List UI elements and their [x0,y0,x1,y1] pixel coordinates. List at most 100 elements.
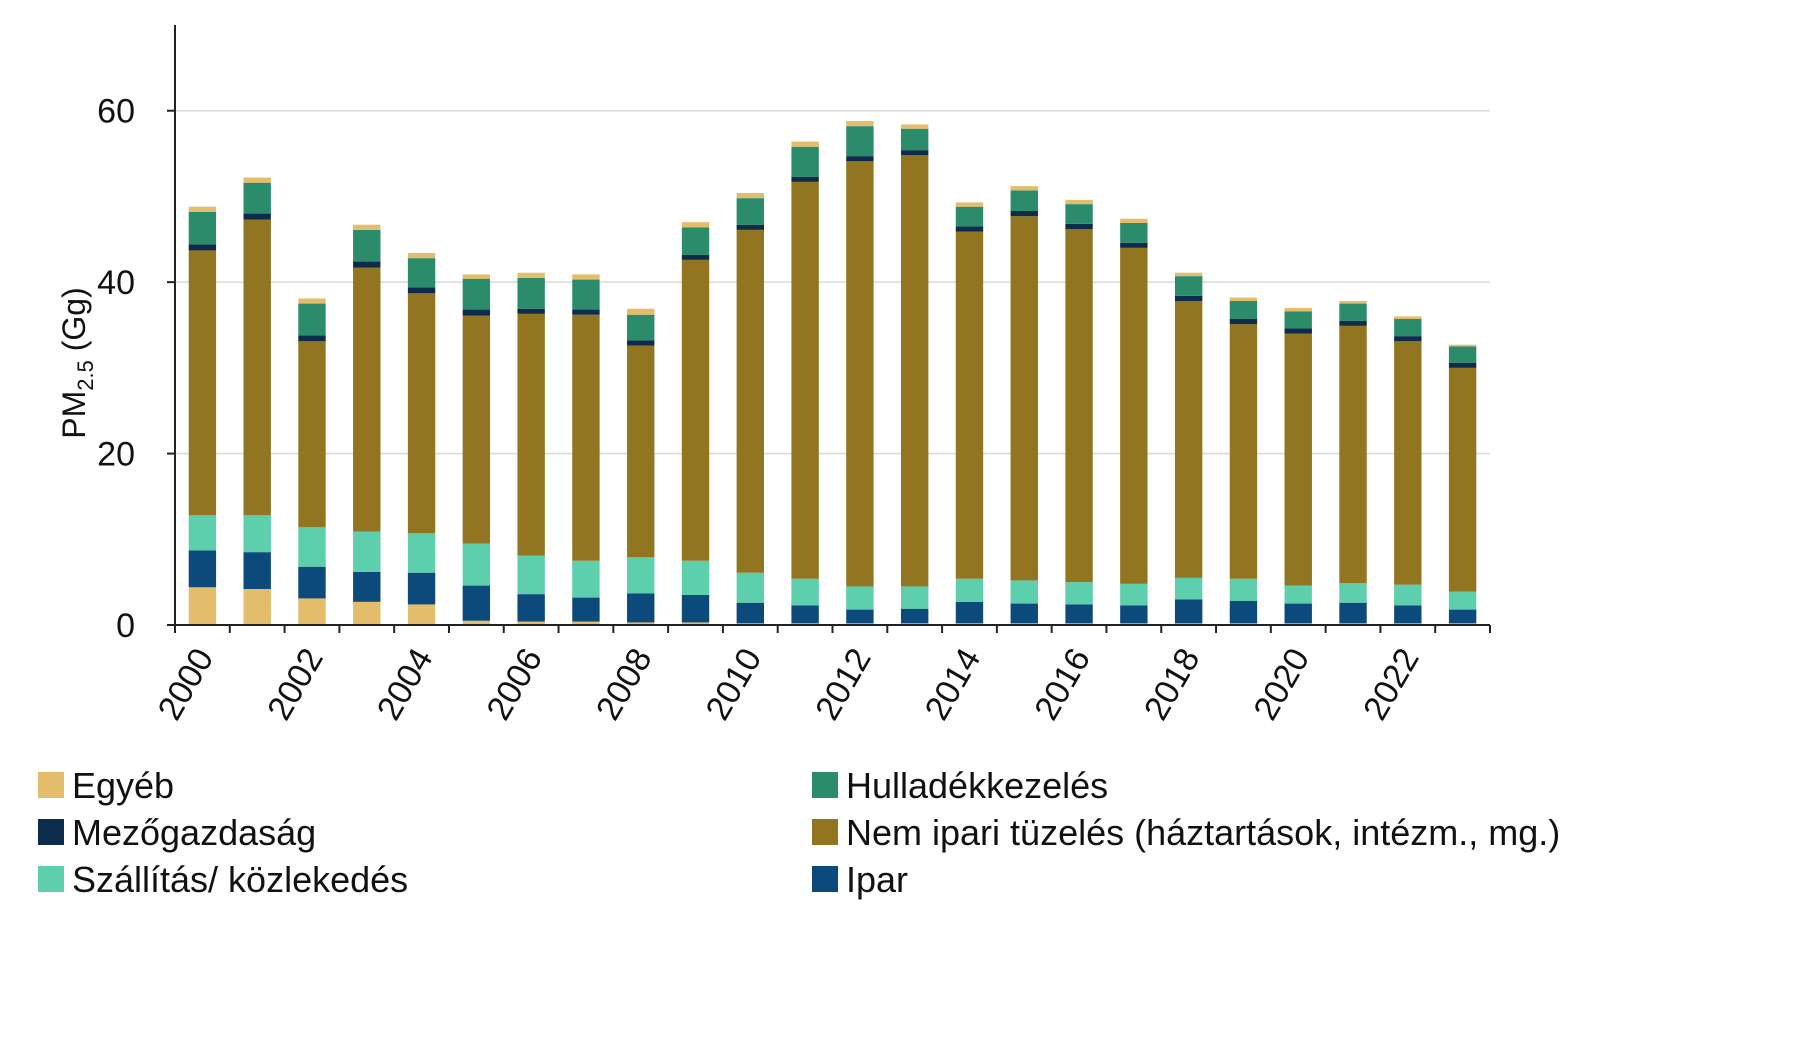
y-axis-title-base: PM [56,391,92,439]
bar-segment-mezogazdasag-2014 [955,226,984,232]
y-tick-label-0: 0 [116,607,135,645]
bar-stack-2004 [407,253,436,625]
bar-segment-szallitas-2007 [572,560,600,598]
bar-segment-nem_ipari-2003 [353,267,381,532]
legend-item: Nem ipari tüzelés (háztartások, intézm.,… [812,812,1560,853]
bar-segment-egyeb_top-2020 [1284,307,1312,312]
bar-segment-egyeb_top-2007 [572,274,600,280]
bar-segment-egyeb_bottom-2003 [353,601,381,625]
bar-stack-2007 [572,274,600,625]
bar-segment-egyeb_top-2006 [517,272,545,278]
bar-segment-egyeb_top-2018 [1174,272,1203,277]
bar-segment-egyeb_top-2012 [846,121,874,127]
bar-segment-egyeb_top-2009 [681,222,710,228]
bar-stack-2008 [627,308,655,625]
y-tick-labels: 0 20 40 60 [97,93,175,645]
bar-segment-egyeb_bottom-2001 [243,589,271,625]
bar-segment-mezogazdasag-2020 [1284,328,1312,334]
bar-segment-nem_ipari-2022 [1394,341,1422,585]
bar-segment-egyeb_top-2013 [900,124,929,129]
bar-segment-szallitas-2019 [1229,578,1258,601]
x-tick-label-2000: 2000 [151,642,222,727]
bar-segment-szallitas-2013 [900,586,929,609]
bar-segment-ipar-2003 [353,571,381,602]
bar-segment-nem_ipari-2020 [1284,333,1312,586]
bar-segment-mezogazdasag-2007 [572,309,600,315]
bar-segment-hulladek-2017 [1120,223,1148,243]
bar-segment-szallitas-2002 [298,527,326,567]
bar-segment-nem_ipari-2007 [572,314,600,561]
bar-segment-hulladek-2016 [1065,204,1093,224]
bar-segment-egyeb_top-2022 [1394,316,1422,319]
bar-segment-szallitas-2012 [846,586,874,610]
bar-segment-hulladek-2001 [243,182,271,214]
bar-segment-nem_ipari-2017 [1120,247,1148,584]
bar-segment-egyeb_bottom-2000 [188,587,217,625]
bar-segment-hulladek-2023 [1448,346,1477,363]
x-tick-label-2008: 2008 [589,642,660,727]
bar-stack-2001 [243,177,271,625]
bar-segment-hulladek-2014 [955,206,984,227]
bar-segment-mezogazdasag-2001 [243,213,271,220]
bar-segment-egyeb_bottom-2007 [572,621,600,625]
legend-swatch [38,819,64,845]
bar-segment-egyeb_top-2000 [188,206,217,212]
bar-segment-mezogazdasag-2006 [517,308,545,314]
bar-segment-ipar-2008 [627,593,655,623]
bar-stack-2017 [1120,218,1148,625]
y-tick-label-60: 60 [97,93,135,131]
bar-segment-ipar-2015 [1010,603,1038,624]
bar-segment-mezogazdasag-2016 [1065,223,1093,229]
gridlines [175,109,1490,455]
bar-segment-ipar-2020 [1284,603,1312,624]
y-axis-title-subscript: 2.5 [73,360,98,391]
bar-segment-nem_ipari-2018 [1174,301,1203,578]
legend-swatch [38,866,64,892]
bar-segment-hulladek-2000 [188,211,217,245]
bar-stack-2010 [736,193,765,625]
bar-segment-hulladek-2015 [1010,190,1038,211]
bar-segment-ipar-2017 [1120,605,1148,624]
bar-segment-szallitas-2020 [1284,585,1312,604]
bar-segment-ipar-2012 [846,609,874,624]
bar-segment-mezogazdasag-2023 [1448,362,1477,368]
bar-stack-2002 [298,298,326,625]
bar-segment-hulladek-2006 [517,277,545,309]
bar-segment-szallitas-2009 [681,560,710,595]
bar-segment-mezogazdasag-2012 [846,156,874,162]
bar-segment-egyeb_top-2016 [1065,199,1093,205]
legend: Egyéb Hulladékkezelés Mezőgazdaság Nem ipar… [38,765,1560,900]
bar-segment-hulladek-2011 [791,146,819,177]
bar-segment-nem_ipari-2006 [517,313,545,556]
bar-stack-2018 [1174,272,1203,625]
bar-segment-egyeb_top-2015 [1010,186,1038,191]
legend-label: Hulladékkezelés [846,765,1108,806]
bar-segment-szallitas-2008 [627,557,655,594]
bar-segment-nem_ipari-2008 [627,345,655,558]
bar-segment-nem_ipari-2013 [900,155,929,587]
bar-stack-2005 [462,274,491,625]
y-axis-title-unit [56,351,92,360]
bar-segment-egyeb_top-2021 [1339,301,1367,304]
bar-segment-hulladek-2010 [736,198,765,225]
legend-label: Ipar [846,859,908,900]
legend-item: Szállítás/ közlekedés [38,859,408,900]
y-tick-label-20: 20 [97,436,135,474]
bar-segment-mezogazdasag-2003 [353,261,381,268]
bar-segment-szallitas-2004 [407,533,436,573]
bar-stack-2003 [353,224,381,625]
bars-group [188,121,1477,625]
bar-segment-nem_ipari-2011 [791,181,819,579]
bar-segment-ipar-2000 [188,550,217,588]
bar-segment-hulladek-2008 [627,314,655,341]
legend-label: Nem ipari tüzelés (háztartások, intézm.,… [846,812,1560,853]
bar-segment-mezogazdasag-2021 [1339,320,1367,326]
bar-segment-mezogazdasag-2013 [900,150,929,156]
bar-segment-szallitas-2001 [243,515,271,553]
bar-segment-hulladek-2007 [572,279,600,310]
bar-segment-nem_ipari-2021 [1339,325,1367,583]
bar-segment-egyeb_top-2010 [736,193,765,199]
bar-segment-ipar-2013 [900,608,929,624]
bar-segment-hulladek-2022 [1394,319,1422,337]
